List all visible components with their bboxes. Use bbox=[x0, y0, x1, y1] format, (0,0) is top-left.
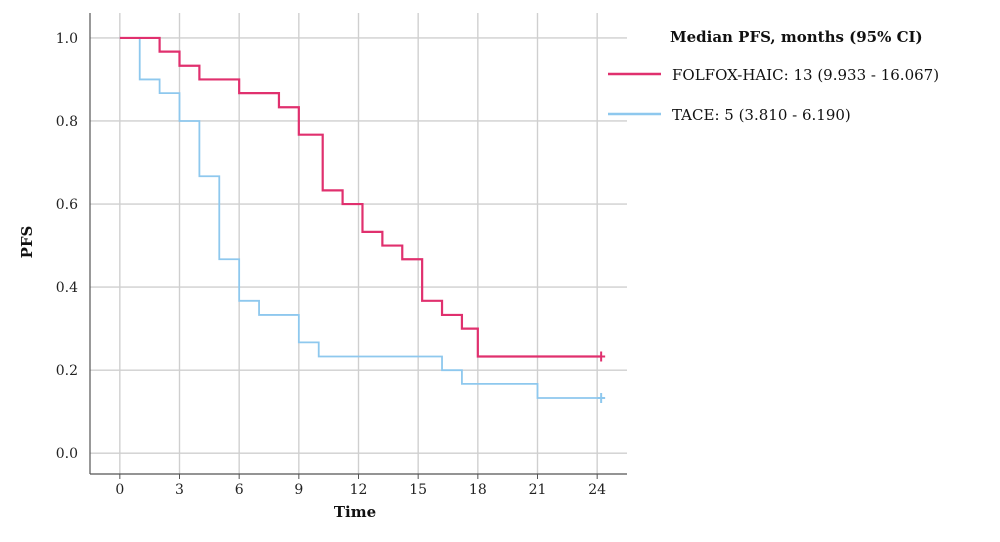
censor-mark-folfox bbox=[597, 351, 606, 362]
x-tick-label: 24 bbox=[588, 482, 606, 498]
legend: Median PFS, months (95% CI) FOLFOX-HAIC:… bbox=[608, 28, 939, 124]
axes bbox=[89, 13, 627, 479]
series-layer bbox=[119, 36, 606, 403]
legend-label-folfox: FOLFOX-HAIC: 13 (9.933 - 16.067) bbox=[672, 66, 939, 84]
x-tick-label: 18 bbox=[469, 482, 487, 498]
series-folfox-haic-line bbox=[119, 36, 602, 358]
x-tick-label: 9 bbox=[294, 482, 303, 498]
grid-lines bbox=[90, 13, 627, 474]
legend-title: Median PFS, months (95% CI) bbox=[670, 28, 923, 46]
y-tick-label: 0.0 bbox=[56, 446, 78, 462]
y-tick-label: 0.2 bbox=[56, 363, 78, 379]
y-tick-label: 0.4 bbox=[56, 280, 78, 296]
y-axis-label: PFS bbox=[18, 226, 36, 259]
legend-label-tace: TACE: 5 (3.810 - 6.190) bbox=[672, 106, 851, 124]
tick-labels: 0 3 6 9 12 15 18 21 24 0.0 0.2 0.4 0.6 0.8 1.0 bbox=[56, 31, 606, 498]
censor-mark-tace bbox=[597, 392, 606, 403]
x-axis-label: Time bbox=[334, 503, 376, 521]
x-tick-label: 12 bbox=[350, 482, 368, 498]
y-tick-label: 1.0 bbox=[56, 31, 78, 47]
x-tick-label: 0 bbox=[115, 482, 124, 498]
x-tick-label: 21 bbox=[529, 482, 547, 498]
x-tick-label: 3 bbox=[175, 482, 184, 498]
y-tick-label: 0.6 bbox=[56, 197, 78, 213]
series-tace-line bbox=[119, 37, 602, 399]
x-tick-label: 6 bbox=[235, 482, 244, 498]
x-tick-label: 15 bbox=[409, 482, 427, 498]
y-tick-label: 0.8 bbox=[56, 114, 78, 130]
